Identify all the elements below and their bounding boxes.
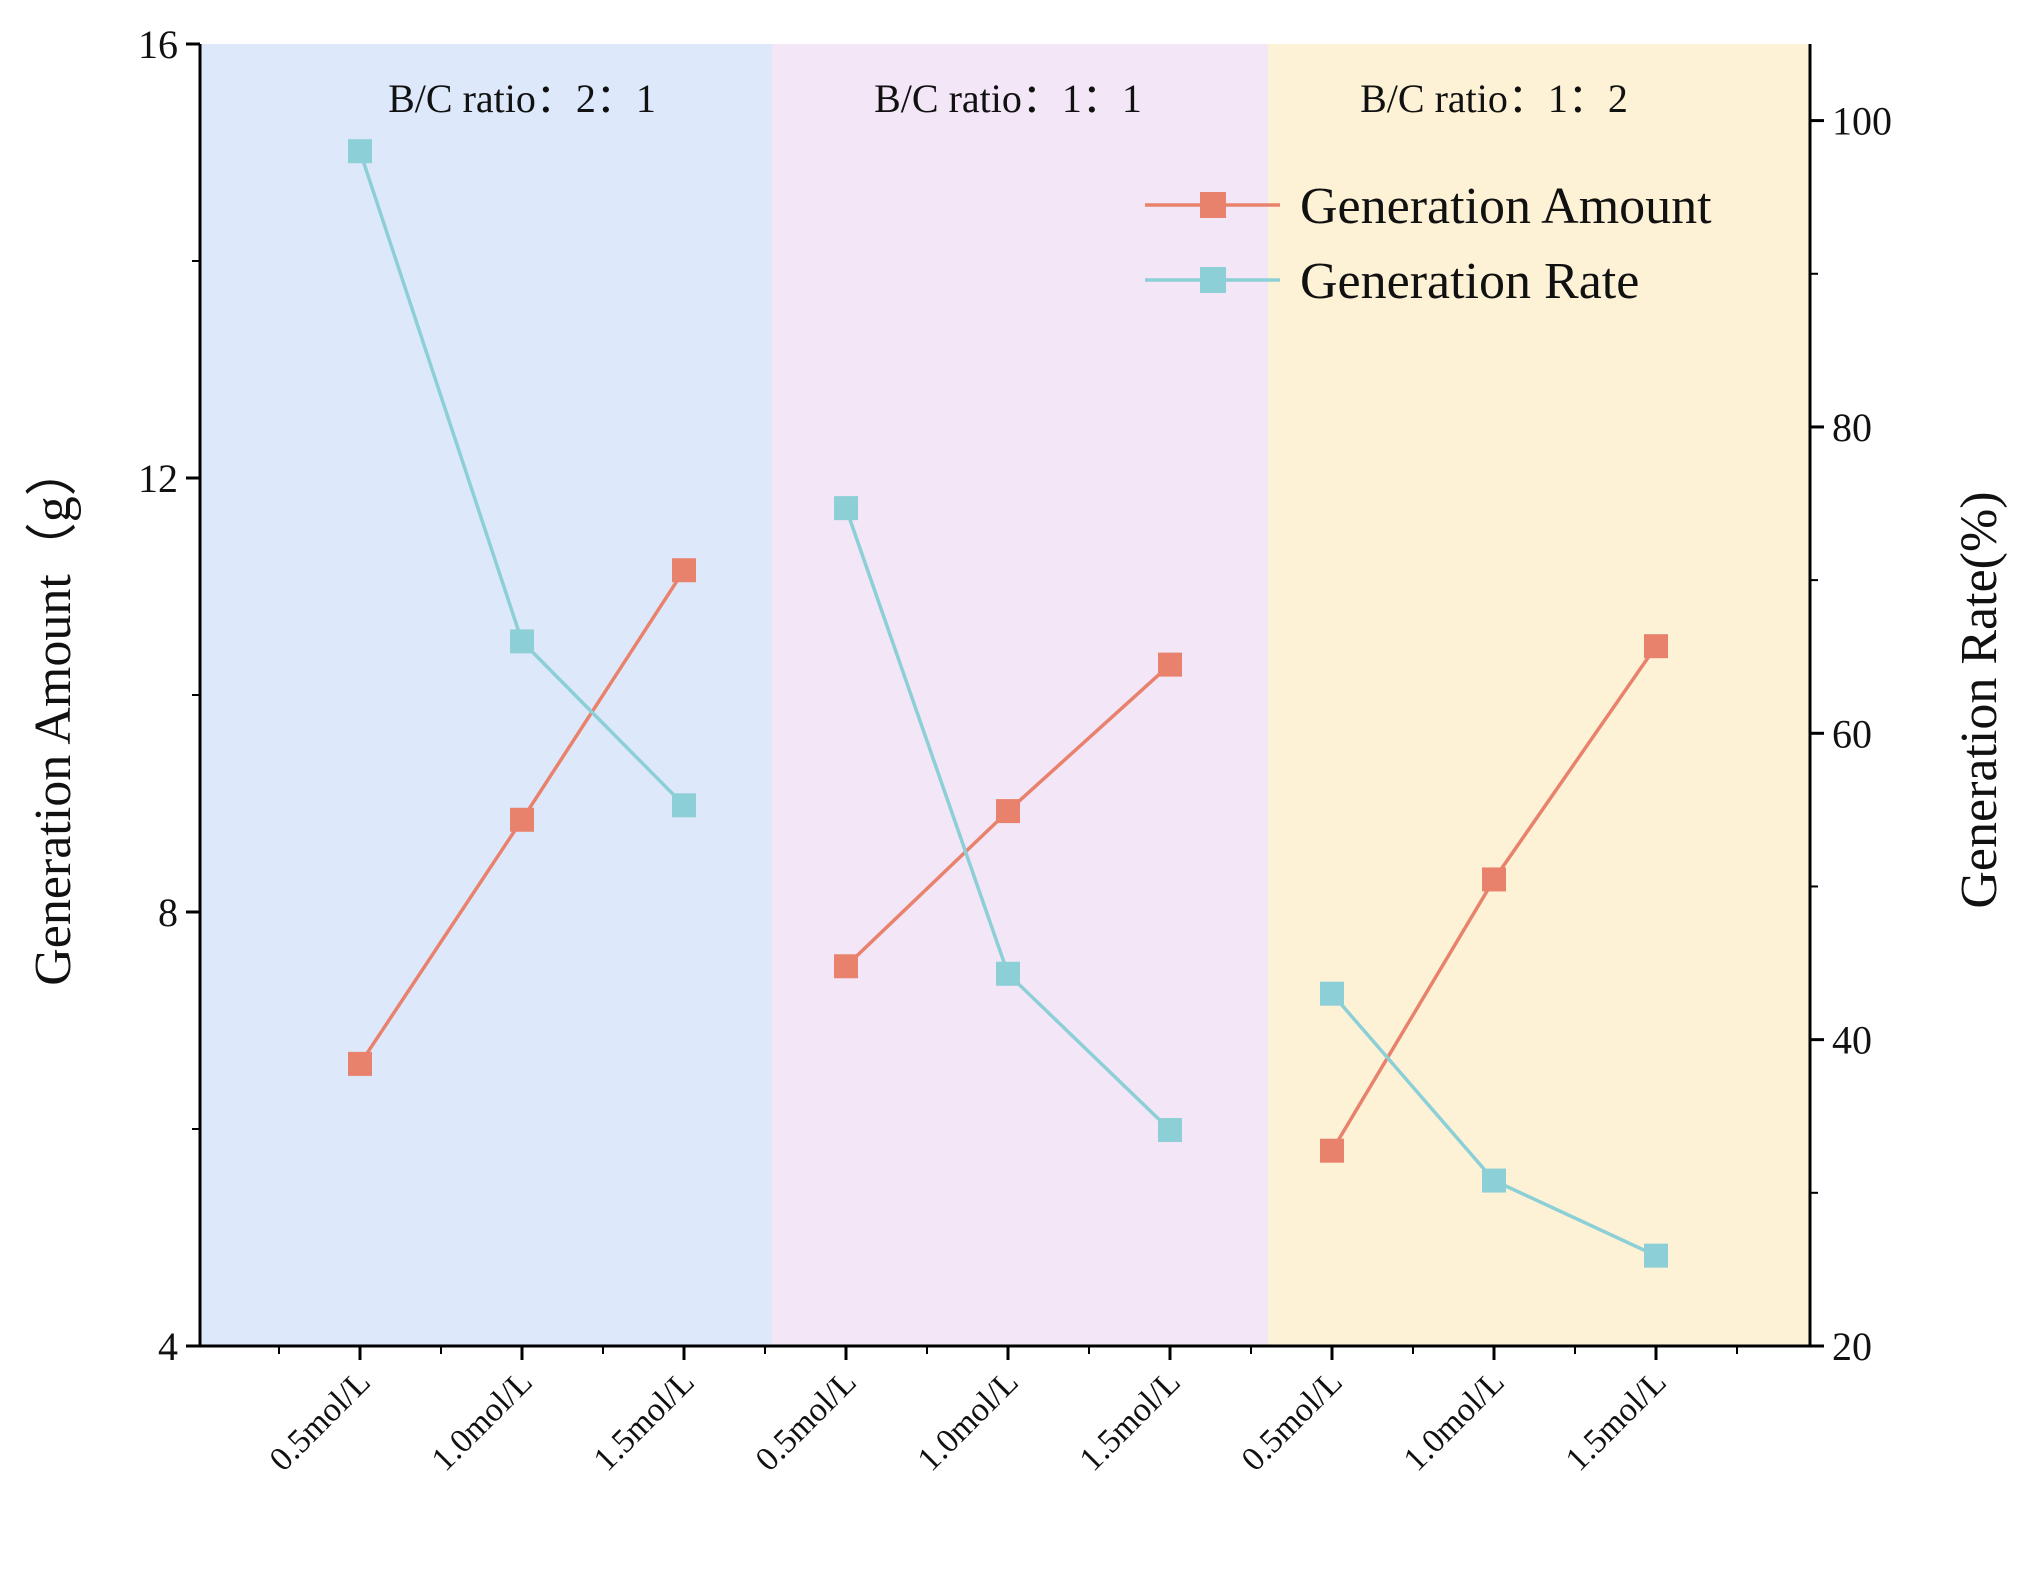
region-labels: B/C ratio：2：1 B/C ratio：1：1 B/C ratio：1：2 xyxy=(388,76,1628,121)
legend-marker-2 xyxy=(1200,267,1226,293)
x-tick-label: 1.5mol/L xyxy=(1073,1363,1188,1478)
series-2-point-9 xyxy=(1644,1243,1668,1268)
series-2-point-4 xyxy=(834,496,858,521)
series-1-point-3 xyxy=(672,558,696,583)
series-1-point-4 xyxy=(834,954,858,979)
series-1-point-2 xyxy=(510,807,534,832)
series-1-point-8 xyxy=(1482,867,1506,892)
y-axis-right-title: Generation Rate(%) xyxy=(1951,491,2008,908)
x-tick-label: 0.5mol/L xyxy=(1235,1363,1350,1478)
y-right-tick-label: 40 xyxy=(1832,1018,1872,1063)
series-1-point-9 xyxy=(1644,634,1668,659)
region-label-3: B/C ratio：1：2 xyxy=(1360,76,1628,121)
region-label-2: B/C ratio：1：1 xyxy=(874,76,1142,121)
series-2-point-5 xyxy=(996,961,1020,986)
y-left-tick-label: 12 xyxy=(138,456,178,501)
legend-label-2: Generation Rate xyxy=(1300,253,1639,310)
y-right-tick-label: 20 xyxy=(1832,1324,1872,1369)
x-tick-label: 1.5mol/L xyxy=(587,1363,702,1478)
background-regions xyxy=(200,44,1810,1346)
legend: Generation Amount Generation Rate xyxy=(1145,178,1712,310)
series-1-point-1 xyxy=(348,1051,372,1076)
region-background-1 xyxy=(200,44,772,1346)
y-left-tick-label: 8 xyxy=(158,890,178,935)
y-right-tick-label: 100 xyxy=(1832,99,1892,144)
x-tick-label: 1.0mol/L xyxy=(425,1363,540,1478)
series-2-point-2 xyxy=(510,629,534,654)
y-right-tick-label: 80 xyxy=(1832,405,1872,450)
x-tick-label: 1.0mol/L xyxy=(911,1363,1026,1478)
data-series xyxy=(348,139,1668,1268)
region-background-3 xyxy=(1268,44,1810,1346)
y-right-tick-label: 60 xyxy=(1832,711,1872,756)
x-tick-label: 0.5mol/L xyxy=(263,1363,378,1478)
region-background-2 xyxy=(772,44,1268,1346)
y-left-tick-label: 4 xyxy=(158,1324,178,1369)
legend-marker-1 xyxy=(1200,192,1226,218)
series-2-point-7 xyxy=(1320,981,1344,1006)
series-2-point-6 xyxy=(1158,1118,1182,1143)
series-2-point-8 xyxy=(1482,1168,1506,1193)
y-left-tick-label: 16 xyxy=(138,22,178,67)
series-1-point-5 xyxy=(996,799,1020,824)
series-2-point-1 xyxy=(348,139,372,164)
y-axis-left-title: Generation Amount（g） xyxy=(25,444,82,986)
series-1-point-6 xyxy=(1158,652,1182,677)
x-tick-label: 1.5mol/L xyxy=(1559,1363,1674,1478)
x-tick-label: 1.0mol/L xyxy=(1397,1363,1512,1478)
region-label-1: B/C ratio：2：1 xyxy=(388,76,656,121)
x-tick-label: 0.5mol/L xyxy=(749,1363,864,1478)
legend-label-1: Generation Amount xyxy=(1300,178,1712,235)
series-1-point-7 xyxy=(1320,1138,1344,1163)
series-2-point-3 xyxy=(672,793,696,818)
